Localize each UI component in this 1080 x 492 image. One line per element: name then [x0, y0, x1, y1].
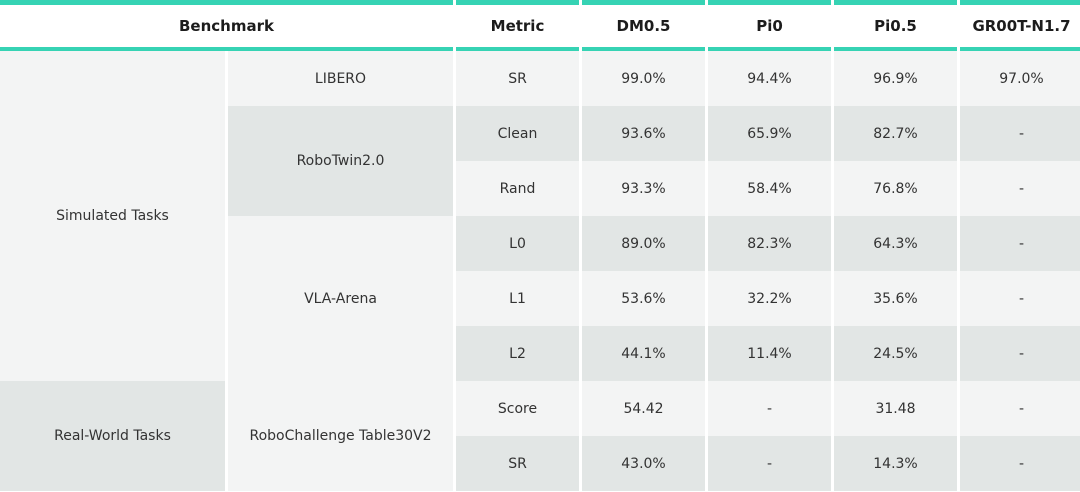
header-accent-pi0 [708, 0, 831, 5]
value-cell: - [960, 436, 1080, 491]
header-metric: Metric [456, 5, 579, 47]
metric-cell: L1 [456, 271, 579, 326]
benchmark-libero: LIBERO [228, 51, 453, 106]
header-divider-benchmark [0, 47, 453, 51]
header-accent-benchmark [0, 0, 453, 5]
value-cell: 94.4% [708, 51, 831, 106]
value-cell: 89.0% [582, 216, 705, 271]
value-cell: 24.5% [834, 326, 957, 381]
header-accent-dm05 [582, 0, 705, 5]
value-cell: 93.6% [582, 106, 705, 161]
value-cell: 14.3% [834, 436, 957, 491]
value-cell: 82.7% [834, 106, 957, 161]
header-divider-pi0 [708, 47, 831, 51]
value-cell: 96.9% [834, 51, 957, 106]
metric-cell: Rand [456, 161, 579, 216]
group-simulated-tasks: Simulated Tasks [0, 51, 225, 381]
value-cell: 11.4% [708, 326, 831, 381]
header-accent-gr00t [960, 0, 1080, 5]
value-cell: 64.3% [834, 216, 957, 271]
value-cell: 82.3% [708, 216, 831, 271]
value-cell: 65.9% [708, 106, 831, 161]
value-cell: - [960, 161, 1080, 216]
benchmark-robochallenge: RoboChallenge Table30V2 [228, 381, 453, 491]
value-cell: 44.1% [582, 326, 705, 381]
value-cell: - [960, 106, 1080, 161]
value-cell: - [708, 381, 831, 436]
value-cell: 35.6% [834, 271, 957, 326]
value-cell: 43.0% [582, 436, 705, 491]
header-divider-pi05 [834, 47, 957, 51]
value-cell: 97.0% [960, 51, 1080, 106]
metric-cell: Clean [456, 106, 579, 161]
header-model-dm05: DM0.5 [582, 5, 705, 47]
value-cell: - [708, 436, 831, 491]
metric-cell: Score [456, 381, 579, 436]
header-divider-dm05 [582, 47, 705, 51]
value-cell: 99.0% [582, 51, 705, 106]
group-real-world-tasks: Real-World Tasks [0, 381, 225, 491]
header-benchmark: Benchmark [0, 5, 453, 47]
header-accent-pi05 [834, 0, 957, 5]
value-cell: - [960, 381, 1080, 436]
metric-cell: SR [456, 436, 579, 491]
value-cell: - [960, 271, 1080, 326]
header-model-gr00t: GR00T-N1.7 [960, 5, 1080, 47]
header-accent-metric [456, 0, 579, 5]
header-model-pi05: Pi0.5 [834, 5, 957, 47]
value-cell: 76.8% [834, 161, 957, 216]
metric-cell: SR [456, 51, 579, 106]
value-cell: 54.42 [582, 381, 705, 436]
benchmark-vla-arena: VLA-Arena [228, 216, 453, 381]
value-cell: - [960, 216, 1080, 271]
value-cell: 93.3% [582, 161, 705, 216]
value-cell: - [960, 326, 1080, 381]
value-cell: 53.6% [582, 271, 705, 326]
value-cell: 32.2% [708, 271, 831, 326]
value-cell: 31.48 [834, 381, 957, 436]
value-cell: 58.4% [708, 161, 831, 216]
header-divider-gr00t [960, 47, 1080, 51]
header-model-pi0: Pi0 [708, 5, 831, 47]
metric-cell: L2 [456, 326, 579, 381]
header-divider-metric [456, 47, 579, 51]
benchmark-robotwin: RoboTwin2.0 [228, 106, 453, 216]
metric-cell: L0 [456, 216, 579, 271]
